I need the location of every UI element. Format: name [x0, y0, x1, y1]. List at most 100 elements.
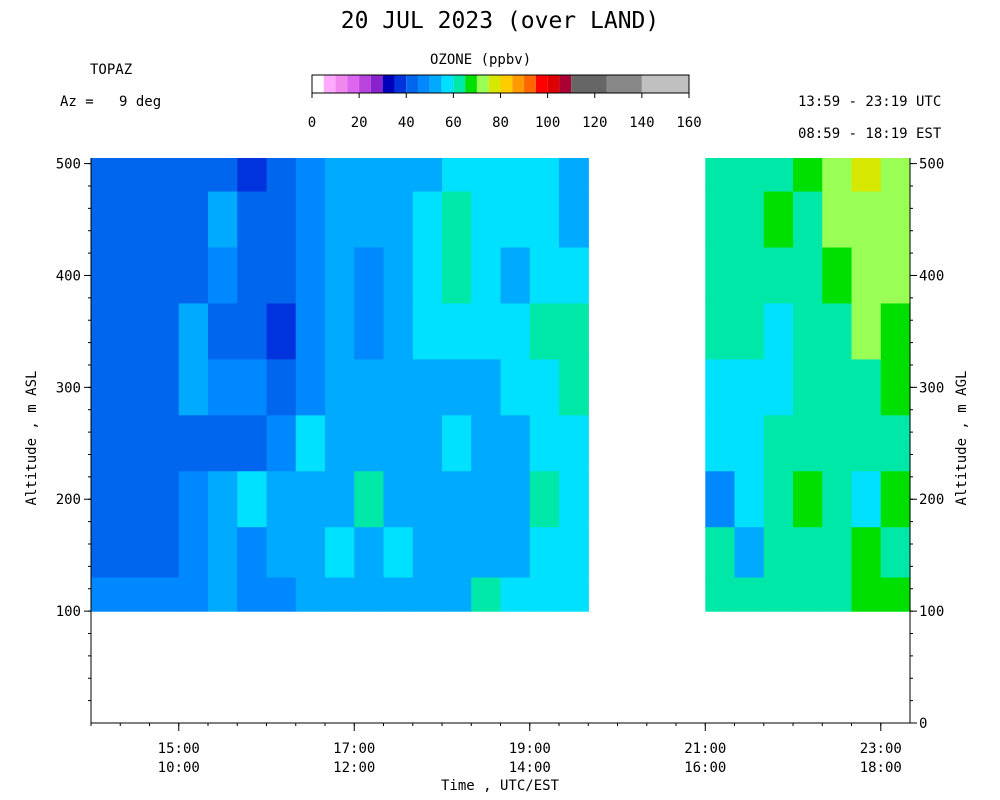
heatmap-cell [500, 191, 531, 249]
heatmap-cell [207, 471, 238, 528]
x-tick-label-est: 14:00 [509, 760, 551, 776]
colorbar-tick-label: 60 [445, 115, 462, 131]
heatmap-cell [149, 191, 180, 249]
heatmap-cell [851, 415, 882, 472]
heatmap-cell [880, 415, 911, 472]
heatmap-cell [207, 247, 238, 305]
heatmap-cell [500, 359, 531, 416]
heatmap-cell [822, 415, 853, 472]
heatmap-cell [266, 527, 297, 579]
heatmap-cell [500, 471, 531, 528]
heatmap-cell [383, 471, 414, 528]
heatmap-cell [383, 527, 414, 579]
heatmap-cell [763, 191, 794, 249]
colorbar-bin [559, 75, 572, 93]
heatmap-cell [793, 415, 823, 472]
heatmap-cell [120, 158, 151, 193]
heatmap-cell [442, 527, 472, 579]
x-tick-label-est: 16:00 [684, 760, 726, 776]
heatmap-cell [558, 471, 589, 528]
colorbar-bin [571, 75, 607, 93]
heatmap-cell [793, 158, 823, 193]
heatmap-cell [793, 471, 823, 528]
heatmap-cell [354, 191, 385, 249]
heatmap-cell [529, 577, 560, 612]
heatmap-cell [325, 247, 355, 305]
heatmap-cell [558, 158, 589, 193]
heatmap-cell [442, 415, 472, 472]
heatmap-cell [412, 247, 443, 305]
heatmap-cell [471, 191, 502, 249]
heatmap-cell [412, 577, 443, 612]
heatmap-cell [412, 415, 443, 472]
heatmap-cell [91, 247, 121, 305]
y-right-tick-label: 400 [919, 268, 944, 284]
heatmap-cell [471, 359, 502, 416]
heatmap-cell [207, 191, 238, 249]
heatmap-cell [354, 471, 385, 528]
heatmap-cell [295, 247, 326, 305]
heatmap-cell [266, 471, 297, 528]
heatmap-cell [705, 158, 736, 193]
colorbar-tick-label: 100 [535, 115, 560, 131]
heatmap-cell [207, 577, 238, 612]
heatmap-cell [442, 247, 472, 305]
heatmap-cell [354, 158, 385, 193]
heatmap-cell [822, 577, 853, 612]
heatmap-cell [851, 577, 882, 612]
y-left-tick-label: 400 [56, 268, 81, 284]
heatmap-cell [91, 415, 121, 472]
colorbar-bin [359, 75, 371, 93]
heatmap-cell [91, 527, 121, 579]
heatmap-cell [266, 247, 297, 305]
plot-axes: 100 200 300 400 500 0 100 200 300 400 500 15:00 10:0… [56, 157, 945, 776]
heatmap-cell [295, 527, 326, 579]
colorbar-bin [488, 75, 501, 93]
heatmap-cell [354, 415, 385, 472]
heatmap-cell [91, 577, 121, 612]
heatmap-cell [295, 359, 326, 416]
heatmap-cell [178, 415, 209, 472]
heatmap-cell [295, 415, 326, 472]
heatmap-cell [793, 247, 823, 305]
heatmap-cell [558, 577, 589, 612]
x-tick-label-utc: 21:00 [684, 741, 726, 757]
heatmap-cell [734, 303, 765, 360]
colorbar-bin [641, 75, 689, 93]
heatmap-cell [149, 415, 180, 472]
heatmap-cell [529, 359, 560, 416]
heatmap-cell [237, 577, 268, 612]
heatmap-cell [822, 191, 853, 249]
heatmap-cell [880, 191, 911, 249]
heatmap-cell [880, 577, 911, 612]
heatmap-cell [295, 577, 326, 612]
heatmap-cell [851, 527, 882, 579]
heatmap-cell [120, 359, 151, 416]
heatmap-cell [793, 191, 823, 249]
heatmap-cell [383, 191, 414, 249]
heatmap-cell [325, 158, 355, 193]
colorbar-bin [500, 75, 513, 93]
heatmap-cell [880, 303, 911, 360]
heatmap-cell [442, 577, 472, 612]
x-tick-label-utc: 17:00 [333, 741, 375, 757]
heatmap-cell [851, 303, 882, 360]
heatmap-cell [412, 191, 443, 249]
y-right-tick-label: 200 [919, 492, 944, 508]
heatmap-cell [295, 471, 326, 528]
heatmap-cell [763, 247, 794, 305]
heatmap-cell [120, 191, 151, 249]
heatmap-cell [851, 191, 882, 249]
heatmap-cell [442, 191, 472, 249]
heatmap-cell [558, 191, 589, 249]
heatmap-cell [178, 247, 209, 305]
heatmap-cell [207, 303, 238, 360]
colorbar-bin [335, 75, 348, 93]
heatmap-cell [705, 415, 736, 472]
heatmap-cell [442, 471, 472, 528]
heatmap-cell [325, 577, 355, 612]
heatmap-cell [471, 577, 502, 612]
heatmap-cell [471, 247, 502, 305]
colorbar-bin [429, 75, 442, 93]
